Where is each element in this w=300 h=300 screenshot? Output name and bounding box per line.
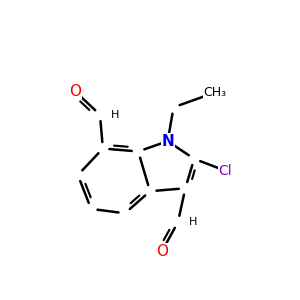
Text: N: N bbox=[161, 134, 174, 149]
Text: H: H bbox=[110, 110, 119, 120]
Text: H: H bbox=[188, 217, 197, 227]
Text: CH₃: CH₃ bbox=[203, 86, 226, 99]
Text: Cl: Cl bbox=[218, 164, 232, 178]
Text: O: O bbox=[156, 244, 168, 259]
Text: O: O bbox=[69, 84, 81, 99]
